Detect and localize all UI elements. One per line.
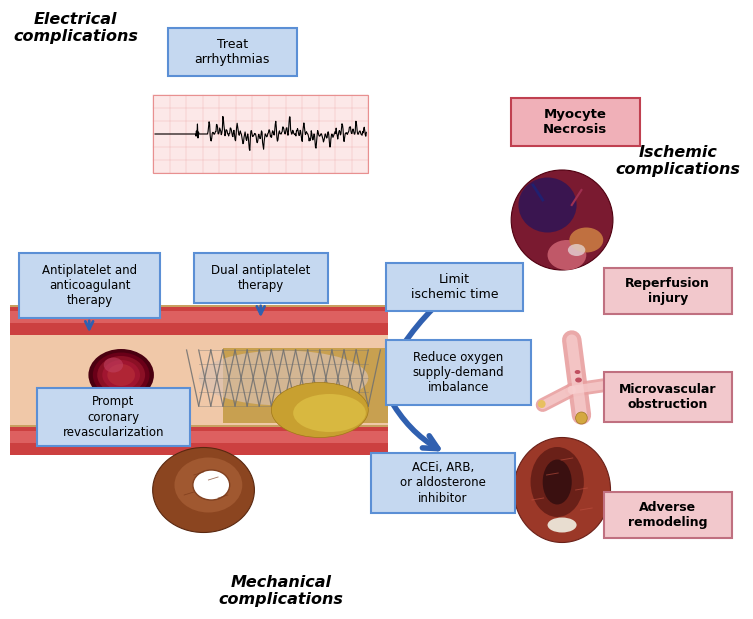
Text: Ischemic
complications: Ischemic complications bbox=[616, 145, 741, 178]
Ellipse shape bbox=[575, 412, 587, 424]
Text: Limit
ischemic time: Limit ischemic time bbox=[410, 273, 498, 301]
FancyBboxPatch shape bbox=[371, 453, 514, 513]
FancyBboxPatch shape bbox=[386, 340, 531, 405]
FancyBboxPatch shape bbox=[604, 372, 732, 422]
FancyBboxPatch shape bbox=[153, 95, 368, 173]
Text: Microvascular
obstruction: Microvascular obstruction bbox=[619, 383, 716, 411]
Text: Mechanical
complications: Mechanical complications bbox=[218, 575, 343, 607]
FancyBboxPatch shape bbox=[168, 28, 297, 76]
FancyBboxPatch shape bbox=[10, 427, 388, 455]
Text: Antiplatelet and
anticoagulant
therapy: Antiplatelet and anticoagulant therapy bbox=[42, 264, 137, 307]
Ellipse shape bbox=[271, 383, 368, 438]
Text: Prompt
coronary
revascularization: Prompt coronary revascularization bbox=[62, 396, 164, 438]
Ellipse shape bbox=[193, 470, 230, 500]
Ellipse shape bbox=[175, 457, 242, 513]
Text: Electrical
complications: Electrical complications bbox=[14, 12, 138, 45]
Ellipse shape bbox=[543, 459, 572, 504]
Ellipse shape bbox=[531, 447, 584, 517]
Ellipse shape bbox=[102, 360, 140, 390]
Ellipse shape bbox=[511, 170, 613, 270]
Text: Myocyte
Necrosis: Myocyte Necrosis bbox=[543, 108, 607, 136]
Ellipse shape bbox=[93, 352, 150, 397]
Text: Dual antiplatelet
therapy: Dual antiplatelet therapy bbox=[211, 264, 310, 292]
Ellipse shape bbox=[104, 358, 123, 373]
FancyBboxPatch shape bbox=[37, 388, 190, 446]
Ellipse shape bbox=[199, 350, 368, 405]
FancyBboxPatch shape bbox=[223, 348, 388, 423]
Ellipse shape bbox=[569, 228, 603, 253]
Ellipse shape bbox=[108, 364, 135, 386]
Ellipse shape bbox=[514, 438, 611, 542]
Ellipse shape bbox=[575, 370, 581, 374]
Ellipse shape bbox=[153, 448, 255, 532]
FancyBboxPatch shape bbox=[386, 263, 523, 311]
Text: Treat
arrhythmias: Treat arrhythmias bbox=[194, 38, 270, 66]
FancyBboxPatch shape bbox=[10, 305, 388, 455]
Text: Reperfusion
injury: Reperfusion injury bbox=[625, 277, 710, 305]
FancyBboxPatch shape bbox=[10, 431, 388, 443]
FancyBboxPatch shape bbox=[511, 98, 639, 146]
Ellipse shape bbox=[538, 400, 546, 408]
FancyBboxPatch shape bbox=[604, 492, 732, 538]
FancyBboxPatch shape bbox=[10, 335, 388, 425]
Text: Adverse
remodeling: Adverse remodeling bbox=[628, 501, 707, 529]
Text: ACEi, ARB,
or aldosterone
inhibitor: ACEi, ARB, or aldosterone inhibitor bbox=[400, 462, 486, 504]
FancyBboxPatch shape bbox=[194, 253, 328, 303]
Ellipse shape bbox=[519, 178, 577, 233]
Ellipse shape bbox=[293, 394, 366, 432]
Ellipse shape bbox=[547, 517, 577, 532]
Ellipse shape bbox=[568, 244, 585, 256]
Text: Reduce oxygen
supply-demand
imbalance: Reduce oxygen supply-demand imbalance bbox=[413, 351, 505, 394]
Ellipse shape bbox=[88, 349, 154, 401]
FancyBboxPatch shape bbox=[20, 253, 160, 318]
FancyBboxPatch shape bbox=[604, 268, 732, 314]
FancyBboxPatch shape bbox=[10, 307, 388, 335]
Ellipse shape bbox=[97, 356, 145, 394]
Ellipse shape bbox=[547, 240, 587, 270]
FancyBboxPatch shape bbox=[10, 311, 388, 323]
Ellipse shape bbox=[575, 378, 582, 383]
